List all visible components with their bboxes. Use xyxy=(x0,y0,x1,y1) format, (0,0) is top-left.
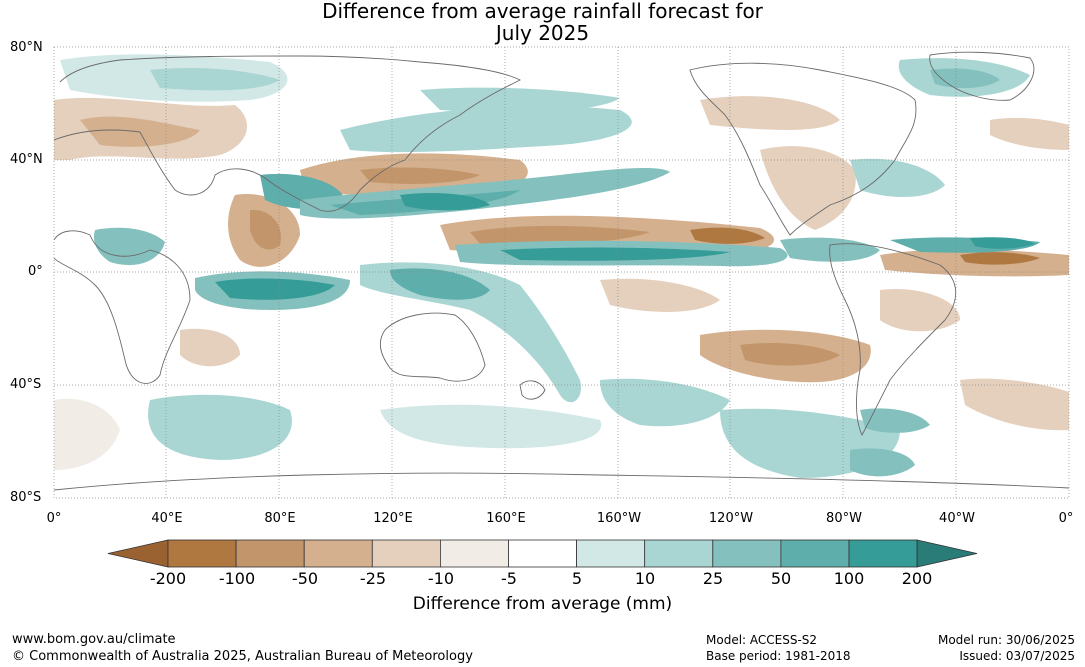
africa-coastline xyxy=(54,230,191,384)
south-america-coastline xyxy=(829,243,957,437)
footer-copyright: © Commonwealth of Australia 2025, Austra… xyxy=(12,649,473,664)
antarctica-coastline xyxy=(54,472,1069,491)
colorbar-tick: -5 xyxy=(501,569,517,588)
colorbar-tick: 5 xyxy=(571,569,583,588)
footer-url[interactable]: www.bom.gov.au/climate xyxy=(12,632,176,647)
anomaly-fields xyxy=(54,51,1069,491)
colorbar-title: Difference from average (mm) xyxy=(412,594,673,614)
footer-issued: Issued: 03/07/2025 xyxy=(959,649,1075,663)
map-title-line2: July 2025 xyxy=(495,21,590,45)
lon-label-80w: 80°W xyxy=(826,511,862,526)
colorbar-tick: 200 xyxy=(901,569,933,588)
colorbar-tick: -10 xyxy=(427,569,455,588)
colorbar-segment xyxy=(576,539,646,568)
lat-label-80s: 80°S xyxy=(10,490,42,505)
colorbar-tick: -200 xyxy=(149,569,187,588)
colorbar-tick: 100 xyxy=(833,569,865,588)
colorbar-segment xyxy=(371,539,441,568)
colorbar-segment xyxy=(848,539,918,568)
lon-label-160w: 160°W xyxy=(596,511,642,526)
colorbar-segment xyxy=(644,539,714,568)
wet-anomaly-regions xyxy=(60,54,1040,478)
colorbar-arrow-right xyxy=(916,539,978,568)
north-america-coastline xyxy=(689,62,917,236)
colorbar-tick: -25 xyxy=(359,569,387,588)
lon-label-40w: 40°W xyxy=(939,511,975,526)
colorbar-segment xyxy=(235,539,305,568)
colorbar-segment xyxy=(712,539,782,568)
footer-base-period: Base period: 1981-2018 xyxy=(706,649,851,663)
lat-label-0: 0° xyxy=(28,264,43,279)
gridlines xyxy=(54,47,1069,498)
colorbar-tick: 50 xyxy=(770,569,792,588)
australia-coastline xyxy=(379,312,486,382)
colorbar-segment xyxy=(439,539,509,568)
footer-left: www.bom.gov.au/climate © Commonwealth of… xyxy=(12,631,473,665)
colorbar-segment xyxy=(508,539,577,568)
colorbar-tick: 25 xyxy=(702,569,724,588)
lon-label-40e: 40°E xyxy=(151,511,183,526)
colorbar-tick: -100 xyxy=(218,569,256,588)
lon-label-0-right: 0° xyxy=(1058,511,1074,526)
lon-label-80e: 80°E xyxy=(264,511,296,526)
colorbar-segment xyxy=(167,539,237,568)
lon-label-160e: 160°E xyxy=(486,511,526,526)
footer-model-run: Model run: 30/06/2025 xyxy=(937,633,1075,647)
lon-label-120w: 120°W xyxy=(708,511,754,526)
map-title-line1: Difference from average rainfall forecas… xyxy=(322,0,763,23)
colorbar-segment xyxy=(303,539,373,568)
colorbar-tick: 10 xyxy=(634,569,656,588)
map-frame xyxy=(53,46,1070,499)
colorbar-tick: -50 xyxy=(291,569,319,588)
colorbar-arrow-left xyxy=(107,539,169,568)
lat-label-40n: 40°N xyxy=(10,152,43,167)
lon-label-120e: 120°E xyxy=(373,511,413,526)
footer-dates: Model run: 30/06/2025 Issued: 03/07/2025 xyxy=(938,632,1075,664)
footer-model: Model: ACCESS-S2 xyxy=(706,633,818,647)
greenland-coastline xyxy=(929,51,1035,101)
colorbar-segment xyxy=(780,539,850,568)
lat-label-40s: 40°S xyxy=(10,377,42,392)
new-zealand-coastline xyxy=(519,380,546,400)
footer-model-info: Model: ACCESS-S2 Base period: 1981-2018 xyxy=(706,632,851,664)
lon-label-0-left: 0° xyxy=(46,511,62,526)
lat-label-80n: 80°N xyxy=(10,40,43,55)
